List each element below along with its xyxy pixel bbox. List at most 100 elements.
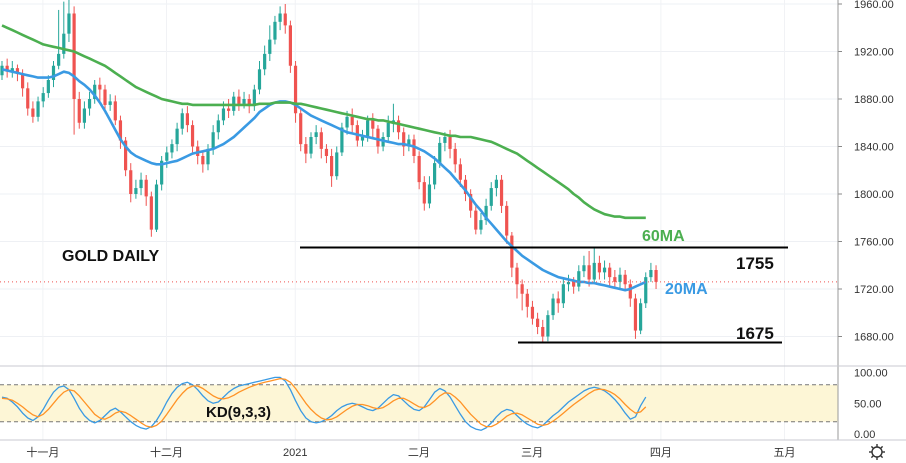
candle-body	[587, 265, 591, 280]
candle-body	[273, 21, 277, 40]
candle-body	[484, 205, 488, 221]
candles	[0, 0, 658, 343]
candle-body	[62, 33, 66, 54]
grid	[0, 0, 838, 440]
candle-body	[154, 184, 159, 230]
candle-body	[623, 274, 627, 285]
candle-body	[469, 194, 473, 211]
candle-body	[93, 84, 97, 99]
candle-body	[185, 113, 189, 126]
candle-body	[515, 267, 519, 285]
candle-body	[268, 39, 272, 54]
candle-body	[288, 25, 292, 66]
ma60-label: 60MA	[642, 228, 685, 245]
price-tick-label: 1960.00	[854, 0, 894, 11]
candle-body	[31, 108, 35, 117]
candle-body	[592, 262, 596, 280]
candle-body	[458, 164, 462, 180]
candle-body	[633, 298, 638, 331]
moving-averages	[1, 24, 647, 292]
candle-body	[422, 182, 426, 204]
candle-body	[98, 84, 102, 90]
kd-line-k	[1, 376, 647, 431]
candle-body	[216, 120, 220, 133]
candle-body	[448, 137, 452, 149]
time-tick-label: 十一月	[26, 445, 59, 459]
candle-body	[299, 113, 303, 145]
candle-body	[561, 284, 565, 304]
candle-body	[134, 188, 138, 194]
candle-body	[46, 80, 50, 94]
candle-body	[386, 122, 390, 137]
price-tick-label: 1880.00	[854, 94, 894, 106]
candle-body	[407, 139, 411, 147]
candle-body	[139, 179, 143, 189]
candle-body	[82, 108, 86, 123]
candle-body	[175, 128, 179, 145]
candle-body	[314, 132, 318, 137]
candle-body	[582, 265, 586, 272]
candle-body	[541, 327, 545, 337]
candle-body	[644, 277, 648, 304]
candle-body	[463, 179, 468, 194]
candle-body	[577, 271, 581, 287]
candle-body	[227, 108, 231, 111]
candle-body	[597, 262, 601, 273]
candle-body	[505, 205, 509, 236]
candle-body	[144, 179, 148, 197]
candle-body	[242, 99, 246, 104]
candle-body	[536, 318, 540, 327]
candle-body	[355, 125, 359, 141]
candle-body	[170, 144, 174, 153]
kd-title: KD(9,3,3)	[206, 404, 271, 421]
candle-body	[613, 277, 617, 282]
candle-body	[551, 298, 555, 316]
candle-body	[10, 68, 14, 72]
candle-body	[546, 315, 550, 337]
time-tick-label: 三月	[521, 447, 543, 459]
price-tick-label: 1800.00	[854, 189, 894, 201]
candle-body	[190, 125, 195, 147]
candle-body	[530, 306, 535, 319]
candle-body	[252, 89, 256, 107]
support-label: 1675	[736, 324, 774, 343]
settings-icon[interactable]	[869, 444, 885, 460]
time-tick-label: 五月	[774, 447, 796, 459]
resistance-label: 1755	[736, 254, 774, 273]
candle-body	[371, 120, 375, 129]
candle-body	[51, 65, 56, 80]
candle-body	[149, 196, 153, 230]
candle-body	[237, 96, 241, 104]
candle-body	[108, 101, 112, 105]
kd-tick-label: 0.00	[854, 429, 875, 441]
candle-body	[180, 113, 184, 129]
candle-body	[360, 137, 365, 141]
candle-body	[510, 235, 514, 268]
candle-body	[26, 88, 30, 109]
candle-body	[5, 65, 9, 72]
candle-body	[639, 303, 643, 331]
candle-body	[87, 99, 92, 109]
candle-body	[340, 127, 344, 153]
ma20-label: 20MA	[665, 281, 708, 298]
candle-body	[572, 281, 576, 287]
candle-body	[479, 220, 483, 230]
candle-body	[21, 74, 25, 89]
candle-body	[520, 284, 524, 294]
candle-body	[118, 120, 123, 141]
candle-body	[330, 156, 334, 177]
candle-body	[293, 65, 298, 114]
price-tick-label: 1680.00	[854, 332, 894, 344]
kd-band	[0, 384, 838, 423]
ma-line-20ma	[1, 68, 647, 292]
price-tick-label: 1920.00	[854, 47, 894, 59]
candle-body	[263, 53, 267, 70]
candle-body	[309, 137, 313, 154]
candle-body	[453, 148, 457, 165]
time-tick-label: 四月	[650, 447, 672, 459]
candle-body	[618, 274, 622, 282]
candle-body	[304, 144, 308, 154]
candle-body	[345, 116, 349, 128]
